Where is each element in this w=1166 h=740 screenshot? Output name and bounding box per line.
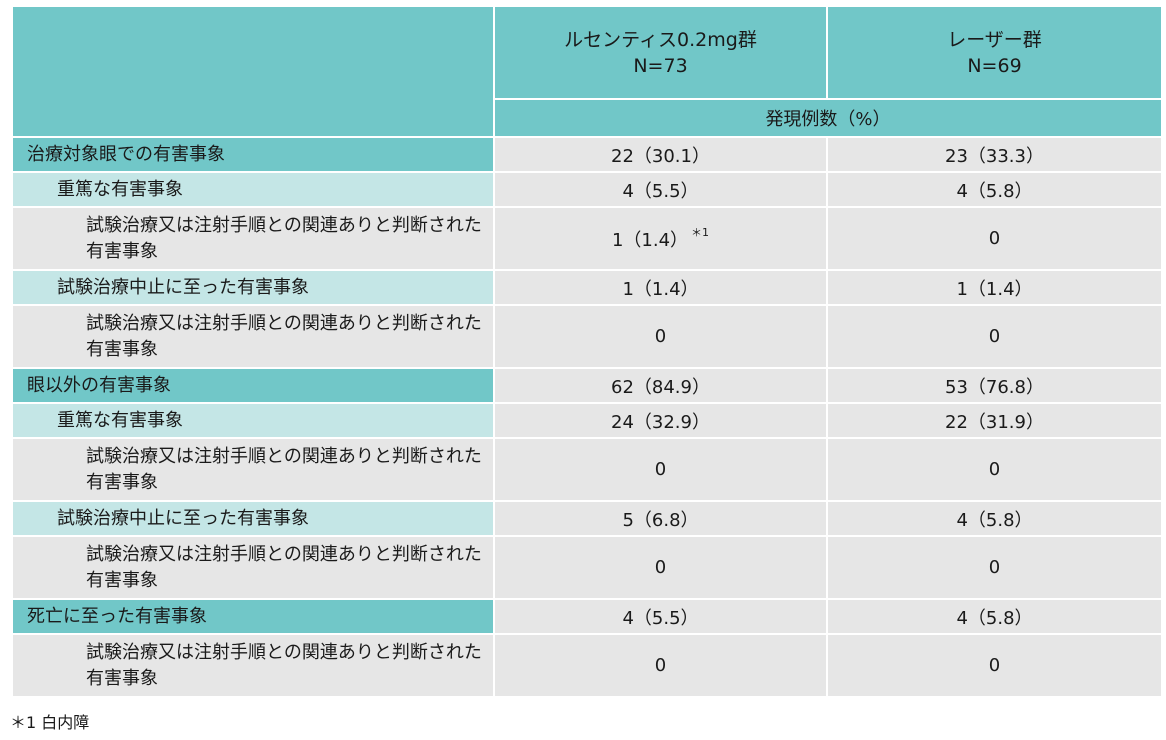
header-group-1: ルセンティス0.2mg群 N=73 [493, 5, 828, 100]
table-row: 重篤な有害事象 4（5.5） 4（5.8） [11, 171, 1163, 208]
row-label: 試験治療中止に至った有害事象 [11, 500, 495, 537]
row-label: 試験治療中止に至った有害事象 [11, 269, 495, 306]
group-1-name: ルセンティス0.2mg群 [564, 28, 757, 51]
value-group-1: 5（6.8） [493, 500, 828, 537]
value-group-1: 4（5.5） [493, 171, 828, 208]
value-group-2: 4（5.8） [826, 500, 1163, 537]
value-group-1: 24（32.9） [493, 402, 828, 439]
adverse-events-table: ルセンティス0.2mg群 N=73 レーザー群 N=69 発現例数（%） 治療対… [11, 5, 1163, 698]
table-row: 眼以外の有害事象 62（84.9） 53（76.8） [11, 367, 1163, 404]
value-group-2: 0 [826, 304, 1163, 369]
group-2-n: N=69 [967, 54, 1022, 77]
value-group-1: 0 [493, 535, 828, 600]
value-group-2: 22（31.9） [826, 402, 1163, 439]
row-label: 試験治療又は注射手順との関連ありと判断された有害事象 [11, 633, 495, 698]
table-row: 試験治療又は注射手順との関連ありと判断された有害事象 1（1.4） ＊1 0 [11, 206, 1163, 271]
row-label: 試験治療又は注射手順との関連ありと判断された有害事象 [11, 304, 495, 369]
table-row: 治療対象眼での有害事象 22（30.1） 23（33.3） [11, 136, 1163, 173]
row-label: 治療対象眼での有害事象 [11, 136, 495, 173]
value-group-1: 1（1.4） ＊1 [493, 206, 828, 271]
subheader-cell: 発現例数（%） [493, 98, 1163, 138]
value-group-2: 0 [826, 535, 1163, 600]
table-row: 試験治療中止に至った有害事象 1（1.4） 1（1.4） [11, 269, 1163, 306]
value-group-1: 1（1.4） [493, 269, 828, 306]
row-label: 眼以外の有害事象 [11, 367, 495, 404]
value-group-1: 4（5.5） [493, 598, 828, 635]
value-group-2: 53（76.8） [826, 367, 1163, 404]
value-group-1: 0 [493, 304, 828, 369]
table-row: 試験治療中止に至った有害事象 5（6.8） 4（5.8） [11, 500, 1163, 537]
header-blank-cell [11, 5, 495, 138]
row-label: 試験治療又は注射手順との関連ありと判断された有害事象 [11, 535, 495, 600]
value-group-2: 1（1.4） [826, 269, 1163, 306]
table-row: 死亡に至った有害事象 4（5.5） 4（5.8） [11, 598, 1163, 635]
value-group-1: 0 [493, 437, 828, 502]
row-label: 死亡に至った有害事象 [11, 598, 495, 635]
value-group-2: 0 [826, 633, 1163, 698]
group-1-n: N=73 [633, 54, 688, 77]
row-label: 重篤な有害事象 [11, 171, 495, 208]
table-row: 試験治療又は注射手順との関連ありと判断された有害事象 0 0 [11, 535, 1163, 600]
row-label: 重篤な有害事象 [11, 402, 495, 439]
value-group-1: 0 [493, 633, 828, 698]
footnote: ＊1 白内障 [10, 713, 90, 732]
table-row: 試験治療又は注射手順との関連ありと判断された有害事象 0 0 [11, 304, 1163, 369]
value-group-2: 4（5.8） [826, 598, 1163, 635]
value-group-2: 0 [826, 437, 1163, 502]
subheader-row: 発現例数（%） [12, 98, 1163, 138]
value-group-1: 62（84.9） [493, 367, 828, 404]
value-group-2: 23（33.3） [826, 136, 1163, 173]
row-label: 試験治療又は注射手順との関連ありと判断された有害事象 [11, 437, 495, 502]
group-2-name: レーザー群 [947, 28, 1042, 51]
value-text: 1（1.4） [611, 229, 689, 251]
value-group-2: 4（5.8） [826, 171, 1163, 208]
table-row: 重篤な有害事象 24（32.9） 22（31.9） [11, 402, 1163, 439]
value-group-1: 22（30.1） [493, 136, 828, 173]
header-group-2: レーザー群 N=69 [826, 5, 1163, 100]
header-row: ルセンティス0.2mg群 N=73 レーザー群 N=69 [11, 5, 1163, 138]
table-row: 試験治療又は注射手順との関連ありと判断された有害事象 0 0 [11, 437, 1163, 502]
row-label: 試験治療又は注射手順との関連ありと判断された有害事象 [11, 206, 495, 271]
table-row: 試験治療又は注射手順との関連ありと判断された有害事象 0 0 [11, 633, 1163, 698]
value-group-2: 0 [826, 206, 1163, 271]
footnote-marker: ＊1 [691, 225, 710, 239]
